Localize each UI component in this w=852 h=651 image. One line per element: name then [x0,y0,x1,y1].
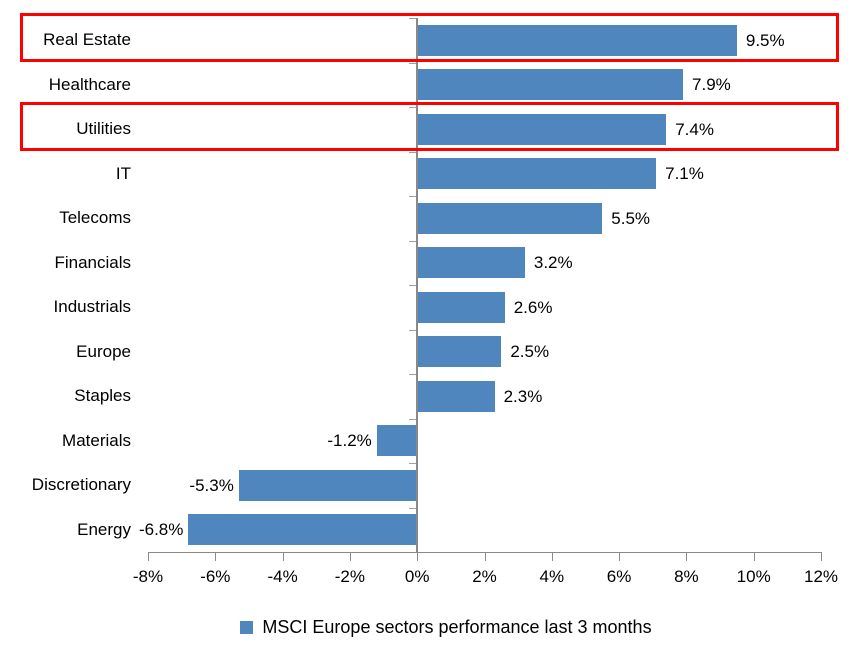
legend-label: MSCI Europe sectors performance last 3 m… [262,616,652,637]
value-label: -6.8% [138,520,184,540]
x-tick [619,552,621,561]
value-label: 5.5% [611,208,651,228]
x-tick [349,552,351,561]
category-label: Materials [62,430,131,450]
legend-swatch [240,620,254,634]
category-tick [409,151,418,153]
category-label: IT [115,163,131,183]
category-label: Utilities [76,119,131,138]
category-label: Europe [76,341,131,361]
bar [238,469,418,501]
bar [417,69,684,101]
x-tick-label: -8% [132,567,164,586]
category-label: Discretionary [31,475,131,494]
x-tick [148,552,149,561]
category-tick [409,196,418,197]
category-axis-line [148,552,822,553]
category-tick [409,463,418,464]
value-label: 7.1% [665,164,704,184]
category-tick [409,329,418,331]
category-tick [409,62,418,64]
value-label: -5.3% [189,475,234,495]
category-tick [409,418,418,420]
value-axis-line [416,18,419,552]
category-label: Financials [54,252,131,272]
x-tick-label: 0% [404,567,430,586]
category-tick [409,18,418,19]
bar [376,425,418,457]
x-tick [753,552,755,561]
x-tick [686,552,688,561]
value-label: 9.5% [745,30,785,50]
bar [417,247,525,279]
x-tick [417,552,419,561]
x-tick-label: 8% [674,567,699,586]
category-label: Real Estate [43,30,131,49]
value-label: 2.3% [503,386,543,406]
value-label: 2.5% [510,342,550,362]
x-tick-label: 4% [539,567,565,586]
category-label: Staples [74,386,131,405]
value-label: 2.6% [513,297,553,317]
category-label: Energy [77,519,131,539]
bar [417,291,505,323]
value-label: 3.2% [533,253,573,273]
value-label: 7.4% [675,119,714,139]
legend: MSCI Europe sectors performance last 3 m… [0,612,852,642]
category-label: Healthcare [48,74,131,94]
category-tick [409,240,418,242]
category-tick [409,107,418,108]
bar [417,380,495,412]
category-label: Telecoms [59,208,131,227]
highlight-box-real-estate [20,13,839,62]
category-tick [409,374,418,375]
category-tick [409,507,418,509]
x-tick-label: 10% [736,567,771,586]
x-tick [821,552,822,561]
category-tick [409,285,418,286]
bar [417,336,502,368]
x-tick [484,552,486,561]
x-tick [282,552,284,561]
bar [417,24,737,56]
bar [417,113,667,145]
x-tick [551,552,553,561]
x-tick [215,552,217,561]
bar [188,514,418,546]
x-tick-label: 2% [472,567,497,586]
highlight-box-utilities [20,102,839,151]
x-tick-label: 6% [606,567,632,586]
x-tick-label: -4% [267,567,298,586]
bar [417,158,657,190]
category-label: Industrials [53,297,131,316]
bar [417,202,603,234]
value-label: 7.9% [692,75,731,95]
value-label: -1.2% [327,431,372,451]
x-tick-label: -2% [334,567,365,586]
x-tick-label: 12% [803,567,839,586]
x-tick-label: -6% [200,567,231,586]
